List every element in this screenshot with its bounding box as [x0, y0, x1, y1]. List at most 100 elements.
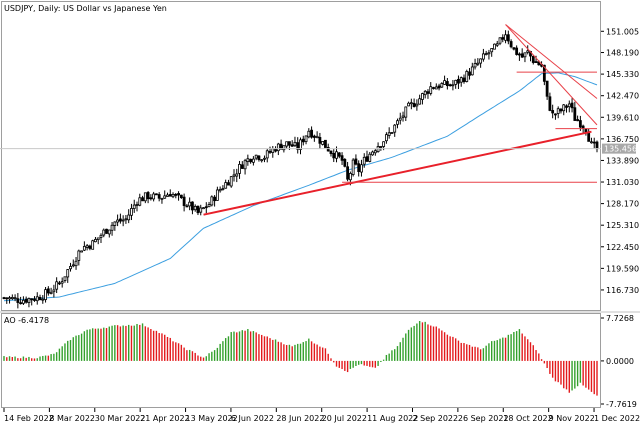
candle-bull[interactable]: [251, 158, 255, 163]
candle-bull[interactable]: [473, 63, 477, 68]
candle-bull[interactable]: [440, 83, 444, 88]
candle-bull[interactable]: [504, 34, 507, 41]
candle-bear[interactable]: [58, 282, 61, 285]
candle-bull[interactable]: [454, 79, 458, 85]
candle-bear[interactable]: [324, 139, 327, 148]
candle-bull[interactable]: [434, 86, 438, 90]
candle-bear[interactable]: [354, 158, 358, 165]
candle-bear[interactable]: [257, 155, 261, 161]
candle-bull[interactable]: [60, 281, 64, 284]
candle-bull[interactable]: [55, 281, 59, 290]
candle-bull[interactable]: [451, 84, 455, 87]
candle-bear[interactable]: [19, 302, 23, 305]
candle-bear[interactable]: [30, 298, 34, 301]
candle-bear[interactable]: [288, 141, 291, 146]
candle-bear[interactable]: [448, 84, 452, 87]
candle-bear[interactable]: [578, 120, 582, 128]
candle-bull[interactable]: [382, 141, 386, 147]
candle-bull[interactable]: [371, 151, 374, 156]
candle-bull[interactable]: [401, 115, 405, 118]
candle-bull[interactable]: [221, 188, 225, 190]
candle-bull[interactable]: [69, 266, 72, 270]
candle-bull[interactable]: [307, 130, 311, 138]
candle-bull[interactable]: [21, 299, 25, 304]
candle-bull[interactable]: [276, 143, 280, 152]
candle-bull[interactable]: [567, 103, 571, 108]
candle-bull[interactable]: [265, 150, 269, 159]
candle-bear[interactable]: [457, 78, 460, 84]
candle-bull[interactable]: [299, 139, 302, 150]
candle-bear[interactable]: [204, 206, 208, 209]
candle-bull[interactable]: [321, 141, 325, 145]
candle-bull[interactable]: [107, 229, 111, 235]
candle-bull[interactable]: [210, 196, 214, 206]
candle-bull[interactable]: [130, 208, 133, 216]
candle-bull[interactable]: [49, 291, 53, 294]
candle-bear[interactable]: [105, 228, 108, 234]
candle-bull[interactable]: [387, 132, 391, 136]
candle-bull[interactable]: [163, 195, 167, 199]
candle-bear[interactable]: [545, 80, 549, 97]
candle-bull[interactable]: [465, 71, 469, 82]
candle-bull[interactable]: [421, 93, 424, 100]
candle-bear[interactable]: [290, 144, 294, 147]
candle-bear[interactable]: [468, 71, 471, 76]
candle-bull[interactable]: [362, 156, 366, 165]
candle-bear[interactable]: [312, 135, 316, 138]
candle-bull[interactable]: [396, 120, 399, 125]
candle-bull[interactable]: [385, 134, 388, 142]
candle-bull[interactable]: [373, 150, 377, 154]
candle-bull[interactable]: [459, 77, 463, 83]
candle-bull[interactable]: [82, 246, 86, 251]
candle-bull[interactable]: [113, 221, 117, 226]
candle-bull[interactable]: [135, 204, 139, 206]
candle-bull[interactable]: [171, 193, 175, 198]
candle-bull[interactable]: [368, 153, 372, 162]
candle-bull[interactable]: [443, 80, 446, 85]
candle-bull[interactable]: [484, 53, 488, 56]
candle-bull[interactable]: [526, 50, 530, 53]
candle-bull[interactable]: [121, 219, 125, 222]
candle-bull[interactable]: [116, 219, 120, 223]
candle-bull[interactable]: [556, 108, 560, 114]
candle-bull[interactable]: [476, 62, 480, 65]
candle-bull[interactable]: [429, 86, 433, 94]
candle-bull[interactable]: [207, 204, 211, 208]
candle-bear[interactable]: [509, 41, 513, 48]
candle-bear[interactable]: [365, 156, 369, 162]
candle-bear[interactable]: [326, 146, 330, 152]
candle-bear[interactable]: [581, 125, 585, 129]
candle-bull[interactable]: [138, 197, 142, 206]
candle-bear[interactable]: [432, 87, 435, 89]
candle-bear[interactable]: [515, 47, 519, 55]
candle-bull[interactable]: [13, 297, 17, 300]
candle-bear[interactable]: [592, 141, 596, 144]
candle-bear[interactable]: [576, 119, 580, 122]
resistance-trendline[interactable]: [505, 24, 598, 126]
candle-bull[interactable]: [96, 237, 100, 241]
candle-bull[interactable]: [246, 158, 250, 162]
candle-bull[interactable]: [470, 66, 474, 76]
candle-bull[interactable]: [127, 214, 131, 221]
candle-bull[interactable]: [481, 53, 485, 60]
candle-bull[interactable]: [27, 298, 31, 303]
candle-bull[interactable]: [188, 201, 192, 207]
candle-bull[interactable]: [224, 182, 228, 189]
candle-bear[interactable]: [33, 298, 36, 301]
candle-bull[interactable]: [71, 264, 75, 267]
candle-bull[interactable]: [63, 276, 67, 281]
candle-bear[interactable]: [329, 150, 333, 154]
candle-bear[interactable]: [520, 53, 524, 58]
candle-bear[interactable]: [174, 193, 178, 196]
trendlines-layer[interactable]: [203, 24, 598, 216]
candle-bull[interactable]: [271, 148, 275, 153]
candle-bull[interactable]: [52, 289, 56, 293]
candle-bear[interactable]: [426, 91, 430, 94]
candle-bear[interactable]: [240, 164, 244, 169]
candle-bull[interactable]: [348, 173, 352, 181]
candle-bull[interactable]: [562, 104, 566, 112]
candle-bear[interactable]: [587, 132, 591, 142]
candle-bear[interactable]: [146, 192, 150, 200]
candle-bear[interactable]: [16, 298, 20, 303]
